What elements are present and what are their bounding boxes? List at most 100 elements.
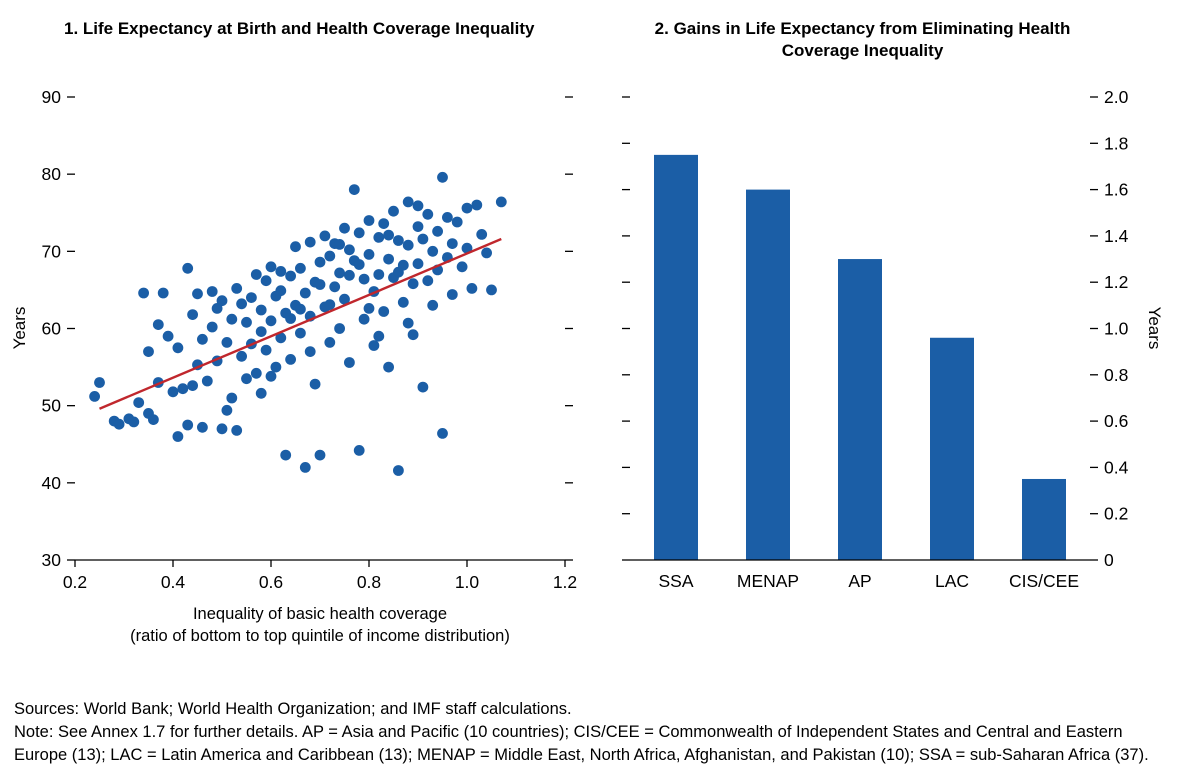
scatter-point <box>353 227 365 239</box>
scatter-point <box>187 309 199 320</box>
bar <box>838 259 882 560</box>
scatter-point <box>461 202 473 214</box>
scatter-point <box>344 244 355 256</box>
panel1-y-tick-label: 80 <box>42 164 62 184</box>
scatter-point <box>402 196 414 208</box>
bar-category-label: LAC <box>935 571 969 591</box>
panel1-x-tick-label: 0.6 <box>259 572 283 592</box>
scatter-point <box>236 350 248 362</box>
scatter-point <box>295 327 306 339</box>
scatter-point <box>446 238 458 250</box>
panel2-y-tick-label: 1.8 <box>1104 133 1128 153</box>
scatter-point <box>383 361 394 373</box>
footer: Sources: World Bank; World Health Organi… <box>14 698 1174 767</box>
scatter-point <box>197 333 208 345</box>
scatter-point <box>280 449 292 461</box>
panel2-y-tick-label: 0.2 <box>1104 504 1128 524</box>
scatter-point <box>417 233 429 245</box>
scatter-point <box>432 225 443 237</box>
scatter-point <box>255 387 267 399</box>
panel2-y-tick-label: 1.2 <box>1104 272 1128 292</box>
scatter-point <box>353 259 365 270</box>
note-line: Note: See Annex 1.7 for further details.… <box>14 723 1149 764</box>
scatter-point <box>476 229 488 240</box>
scatter-point <box>402 239 414 251</box>
scatter-point <box>138 287 150 299</box>
scatter-point <box>275 285 287 297</box>
bar-category-label: SSA <box>658 571 693 591</box>
scatter-point <box>304 346 316 357</box>
panel1-x-tick-label: 0.2 <box>63 572 87 592</box>
scatter-point <box>437 428 448 439</box>
scatter-point <box>113 418 125 430</box>
scatter-point <box>495 196 507 208</box>
scatter-point <box>339 293 350 305</box>
scatter-point <box>216 295 228 307</box>
panel2-y-tick-label: 1.0 <box>1104 319 1129 339</box>
scatter-point <box>143 346 154 357</box>
panel1-y-tick-label: 60 <box>42 319 62 339</box>
scatter-point <box>265 315 277 327</box>
scatter-point <box>486 284 497 296</box>
panel1-y-tick-label: 30 <box>42 550 62 570</box>
scatter-point <box>442 212 453 223</box>
scatter-point <box>397 296 409 308</box>
scatter-point <box>319 230 331 242</box>
panel2-y-axis-label: Years <box>1145 306 1164 350</box>
scatter-point <box>422 275 434 287</box>
scatter-point <box>304 236 316 248</box>
scatter-point <box>393 235 404 246</box>
scatter-point <box>466 283 478 294</box>
scatter-point <box>270 361 282 373</box>
scatter-point <box>152 319 164 330</box>
scatter-point <box>285 270 296 282</box>
scatter-point <box>231 283 243 294</box>
scatter-point <box>197 421 208 433</box>
scatter-point <box>182 262 194 274</box>
scatter-point <box>172 431 184 442</box>
scatter-point <box>94 377 105 388</box>
scatter-point <box>348 184 360 196</box>
scatter-point <box>314 449 326 461</box>
panel1-x-axis-label-line1: Inequality of basic health coverage <box>192 605 448 623</box>
scatter-point <box>329 281 341 293</box>
scatter-point <box>368 340 380 351</box>
scatter-point <box>334 323 345 334</box>
scatter-point <box>216 423 228 435</box>
scatter-point <box>250 367 262 379</box>
scatter-point <box>201 375 213 387</box>
panel1-y-tick-label: 70 <box>42 241 62 261</box>
scatter-point <box>427 245 439 257</box>
scatter-point <box>412 200 424 212</box>
scatter-point <box>246 292 257 303</box>
panel2-y-tick-label: 0 <box>1104 550 1114 570</box>
scatter-point <box>393 465 404 476</box>
scatter-point <box>255 326 267 337</box>
panel1-y-tick-label: 40 <box>42 473 62 493</box>
scatter-point <box>241 316 252 328</box>
scatter-point <box>211 303 223 314</box>
trend-line <box>99 237 502 410</box>
scatter-point <box>187 380 199 391</box>
scatter-point <box>133 397 145 408</box>
panel2-y-tick-label: 1.4 <box>1104 226 1129 246</box>
panel2-y-tick-label: 2.0 <box>1104 87 1129 107</box>
scatter-point <box>260 344 272 356</box>
scatter-point <box>427 299 439 311</box>
scatter-point <box>157 287 169 299</box>
panel1-x-tick-label: 1.2 <box>553 572 577 592</box>
scatter-point <box>373 269 385 280</box>
scatter-point <box>402 317 414 329</box>
panel1-y-tick-label: 50 <box>42 396 62 416</box>
panel2-y-tick-label: 0.8 <box>1104 365 1128 385</box>
bar <box>1022 478 1066 560</box>
scatter-point <box>324 337 336 348</box>
scatter-point <box>260 275 272 287</box>
scatter-point <box>324 250 336 262</box>
scatter-point <box>295 262 306 274</box>
scatter-point <box>226 313 238 325</box>
scatter-point <box>275 332 287 344</box>
scatter-point <box>226 392 238 404</box>
scatter-point <box>407 278 419 290</box>
